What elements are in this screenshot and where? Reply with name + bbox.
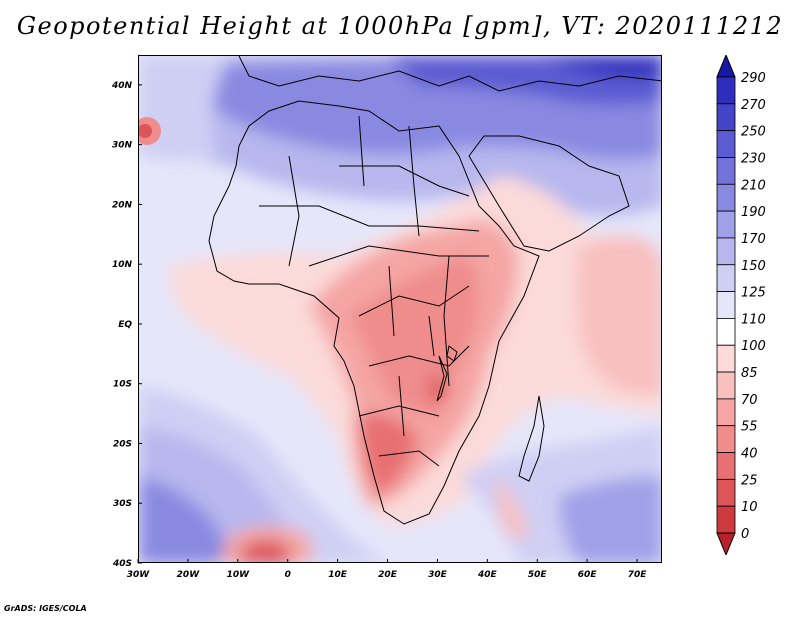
colorbar-bin	[716, 103, 736, 132]
lon-tick-label: 60E	[578, 570, 598, 580]
map-panel	[138, 55, 662, 563]
lon-tick-label: 10E	[328, 570, 348, 580]
colorbar-level-label: 270	[741, 98, 766, 113]
colorbar-bin	[716, 478, 736, 507]
colorbar-level-label: 25	[741, 473, 758, 488]
lat-tick-label: EQ	[118, 320, 132, 330]
map-axes	[139, 56, 662, 563]
lon-tick-label: 30W	[127, 570, 151, 580]
colorbar-bin	[716, 76, 736, 105]
colorbar-bin	[716, 183, 736, 212]
lon-tick-label: 70E	[628, 570, 648, 580]
colorbar-level-label: 290	[741, 71, 766, 86]
colorbar-bin	[716, 237, 736, 266]
lat-tick-label: 40N	[111, 81, 133, 91]
lat-tick-label: 20N	[112, 200, 133, 210]
lon-tick-label: 50E	[528, 570, 548, 580]
geopotential-field-map	[139, 56, 661, 562]
lon-tick-label: 20W	[177, 570, 201, 580]
colorbar-bin	[716, 318, 736, 346]
colorbar-level-label: 100	[741, 339, 766, 354]
lon-tick-label: 20E	[378, 570, 398, 580]
plot-title: Geopotential Height at 1000hPa [gpm], VT…	[16, 12, 784, 40]
colorbar-bin	[716, 425, 736, 453]
lon-tick-label: 0	[285, 570, 291, 580]
colorbar-bin	[716, 398, 736, 427]
colorbar-bin	[716, 291, 736, 319]
colorbar-level-label: 230	[741, 151, 766, 166]
colorbar-level-label: 0	[741, 527, 749, 542]
lat-tick-label: 40S	[112, 559, 132, 569]
colorbar-level-label: 190	[741, 205, 766, 220]
lon-tick-label: 10W	[227, 570, 251, 580]
colorbar-level-label: 70	[741, 393, 758, 408]
colorbar-level-label: 85	[741, 366, 758, 381]
lon-tick-label: 30E	[428, 570, 448, 580]
colorbar-bin	[716, 210, 736, 239]
colorbar-level-label: 210	[741, 178, 766, 193]
colorbar-bin	[716, 344, 736, 373]
lat-tick-label: 30N	[112, 141, 133, 151]
lat-tick-label: 10S	[113, 380, 132, 390]
colorbar-level-label: 250	[741, 125, 766, 140]
lat-tick-label: 10N	[112, 260, 133, 270]
colorbar-level-label: 55	[741, 420, 758, 435]
colorbar-bin	[716, 130, 736, 158]
colorbar-bin	[716, 505, 736, 534]
colorbar-bin	[716, 264, 736, 292]
lat-tick-label: 20S	[113, 439, 132, 449]
colorbar-level-label: 40	[741, 447, 758, 462]
lat-tick-label: 30S	[113, 499, 132, 509]
colorbar-bin	[716, 157, 736, 185]
colorbar-bin	[716, 452, 736, 480]
colorbar-bin	[716, 371, 736, 400]
colorbar-level-label: 110	[741, 312, 766, 327]
colorbar-level-label: 10	[741, 500, 758, 515]
grads-credit: GrADS: IGES/COLA	[4, 604, 87, 613]
colorbar: 0 10 25 40 55 70 85 100 110 125 150 170 190 210 230 250…	[716, 55, 766, 555]
colorbar-bottom-arrow	[716, 532, 736, 555]
colorbar-level-label: 125	[741, 286, 766, 301]
colorbar-level-label: 170	[741, 232, 766, 247]
colorbar-level-label: 150	[741, 259, 766, 274]
lon-tick-label: 40E	[477, 570, 498, 580]
colorbar-top-arrow	[716, 55, 736, 78]
